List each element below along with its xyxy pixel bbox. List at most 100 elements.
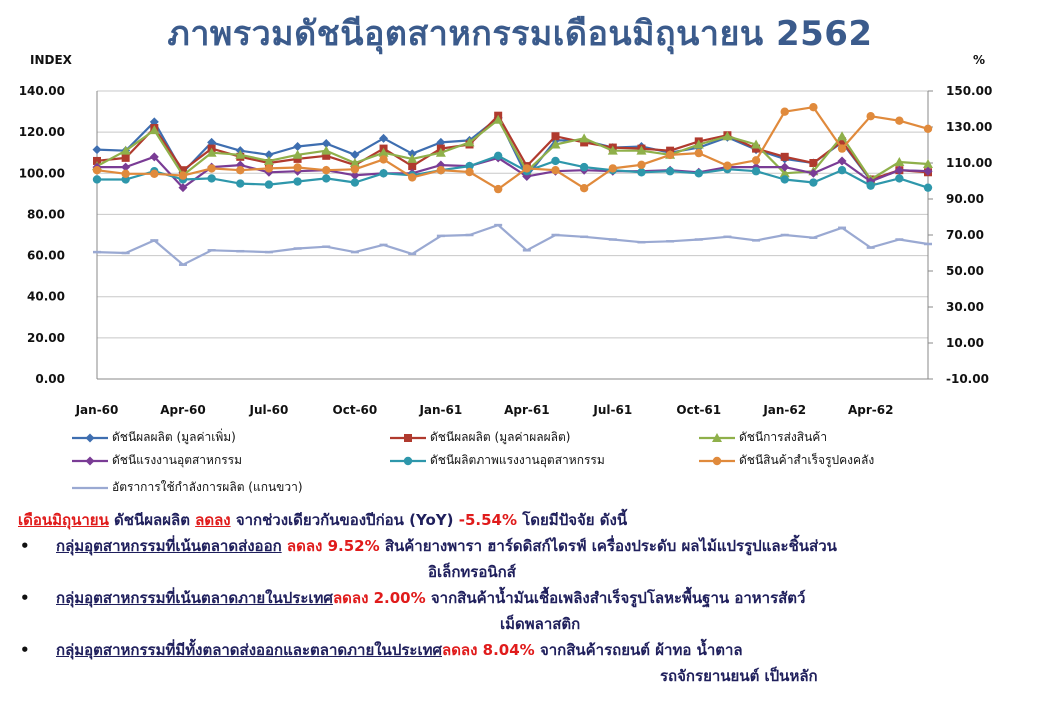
data-point: [178, 166, 187, 175]
data-point: [235, 149, 246, 159]
left-tick-label: 40.00: [27, 290, 65, 304]
data-point: [350, 170, 360, 180]
data-point: [322, 166, 331, 175]
data-point: [665, 167, 675, 176]
bullet-continuation: เม็ดพลาสติก: [500, 615, 581, 633]
data-point: [263, 155, 274, 165]
x-tick-label: Oct-60: [333, 403, 378, 417]
data-point: [694, 169, 703, 178]
summary-text: เดือนมิถุนายน ดัชนีผลผลิต ลดลง จากช่วงเด…: [18, 507, 1028, 689]
bullet-icon: •: [20, 537, 30, 555]
data-point: [121, 162, 131, 172]
data-point: [923, 124, 933, 133]
data-point: [493, 184, 503, 194]
data-point: [407, 153, 418, 163]
data-point: [464, 137, 475, 147]
line-chart: 0.00 20.00 40.00 60.00 80.00 100.00 120.00 140.…: [19, 84, 993, 417]
data-point: [493, 114, 504, 124]
legend-label: ดัชนีสินค้าสำเร็จรูปคงคลัง: [739, 453, 875, 467]
bullet-text: จากสินค้ารถยนต์ ผ้าทอ น้ำตาล: [534, 641, 743, 659]
left-tick-label: 20.00: [27, 331, 65, 345]
data-point: [809, 159, 818, 167]
data-point: [780, 162, 790, 172]
data-point: [923, 159, 933, 169]
legend-swatch: [72, 486, 108, 489]
data-point: [866, 181, 875, 190]
data-point: [293, 177, 302, 186]
data-point: [838, 137, 847, 146]
data-point: [178, 171, 188, 180]
bullet-change: ลดลง 2.00%: [332, 589, 426, 607]
summary-text-c: โดยมีปัจจัย ดังนี้: [517, 511, 628, 529]
legend-label: ดัชนีการส่งสินค้า: [739, 430, 828, 444]
bullet-continuation: รถจักรยานยนต์ เป็นหลัก: [660, 667, 818, 685]
data-point: [236, 166, 245, 175]
data-point: [321, 138, 331, 148]
legend-item: อัตราการใช้กำลังการผลิต (แกนขวา): [72, 478, 303, 497]
data-point: [321, 145, 332, 155]
summary-text-a: ดัชนีผลผลิต: [108, 511, 196, 529]
bullet-text: สินค้ายางพารา ฮาร์ดดิสก์ไดรฟ์ เครื่องประ…: [379, 537, 837, 555]
data-point: [322, 174, 331, 183]
bullet-change: ลดลง 9.52%: [281, 537, 380, 555]
data-point: [408, 173, 417, 182]
x-tick-label: Jan-62: [762, 403, 806, 417]
x-tick-label: Jan-60: [75, 403, 119, 417]
data-point: [92, 166, 102, 175]
bullet-domestic: • กลุ่มอุตสาหกรรมที่เน้นตลาดภายในประเทศล…: [18, 585, 1028, 637]
summary-text-b: จากช่วงเดียวกันของปีก่อน (YoY): [230, 511, 459, 529]
data-point: [150, 169, 159, 178]
data-point: [694, 148, 703, 158]
legend-label: ดัชนีผลผลิต (มูลค่าเพิ่ม): [112, 430, 236, 444]
page-title: ภาพรวมดัชนีอุตสาหกรรมเดือนมิถุนายน 2562: [167, 14, 873, 54]
data-point: [350, 150, 360, 160]
x-tick-label: Jan-61: [418, 403, 462, 417]
data-point: [465, 161, 474, 171]
data-point: [407, 149, 417, 159]
data-point: [121, 153, 130, 162]
summary-value: -5.54%: [458, 511, 517, 529]
data-point: [551, 166, 560, 175]
legend-item: ดัชนีการส่งสินค้า: [699, 428, 827, 447]
x-tick-label: Apr-61: [504, 403, 549, 417]
series-line: [96, 118, 929, 181]
data-point: [349, 158, 360, 167]
x-tick-label: Oct-61: [676, 403, 721, 417]
data-point: [608, 164, 617, 173]
legend-label: อัตราการใช้กำลังการผลิต (แกนขวา): [112, 480, 303, 494]
data-point: [894, 156, 905, 166]
legend-item: ดัชนีสินค้าสำเร็จรูปคงคลัง: [699, 451, 874, 470]
data-point: [780, 175, 789, 184]
data-point: [121, 169, 130, 178]
summary-direction: ลดลง: [195, 511, 231, 529]
bullet-group: กลุ่มอุตสาหกรรมที่เน้นตลาดภายในประเทศ: [56, 589, 333, 607]
data-point: [751, 156, 761, 165]
data-point: [264, 180, 274, 189]
data-point: [379, 133, 389, 143]
bullet-group: กลุ่มอุตสาหกรรมที่เน้นตลาดส่งออก: [56, 537, 282, 555]
right-axis-unit: %: [973, 53, 986, 67]
left-axis-unit: INDEX: [30, 53, 72, 67]
data-point: [809, 178, 818, 187]
data-point: [322, 151, 331, 160]
data-point: [522, 164, 532, 173]
legend-swatch: [390, 456, 426, 465]
x-tick-label: Apr-60: [160, 403, 205, 417]
data-point: [579, 133, 590, 143]
data-point: [779, 168, 790, 178]
data-point: [579, 162, 589, 172]
legend-swatch: [72, 456, 108, 465]
data-point: [636, 145, 647, 155]
data-point: [378, 147, 389, 157]
data-point: [579, 184, 589, 193]
data-point: [895, 116, 904, 125]
x-tick-label: Jul-61: [592, 403, 632, 417]
data-point: [580, 138, 589, 147]
left-tick-label: 100.00: [19, 166, 65, 180]
data-point: [923, 183, 933, 192]
data-point: [236, 179, 245, 188]
data-point: [435, 147, 446, 157]
left-tick-label: 0.00: [35, 372, 65, 386]
bullet-change: ลดลง 8.04%: [442, 641, 535, 659]
bullet-continuation: อิเล็กทรอนิกส์: [428, 563, 516, 581]
